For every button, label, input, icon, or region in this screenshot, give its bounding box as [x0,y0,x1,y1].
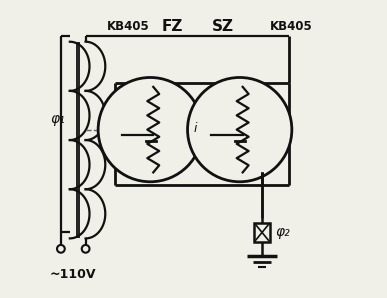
Text: i: i [193,122,197,135]
Text: SZ: SZ [212,19,234,34]
Text: KB405: KB405 [107,20,150,33]
Text: KB405: KB405 [269,20,312,33]
Circle shape [188,77,292,182]
Bar [254,223,270,242]
Circle shape [98,77,202,182]
Text: φ₂: φ₂ [276,226,290,239]
Text: φ₁: φ₁ [51,112,65,126]
Text: ~110V: ~110V [50,268,96,281]
Text: FZ: FZ [162,19,183,34]
